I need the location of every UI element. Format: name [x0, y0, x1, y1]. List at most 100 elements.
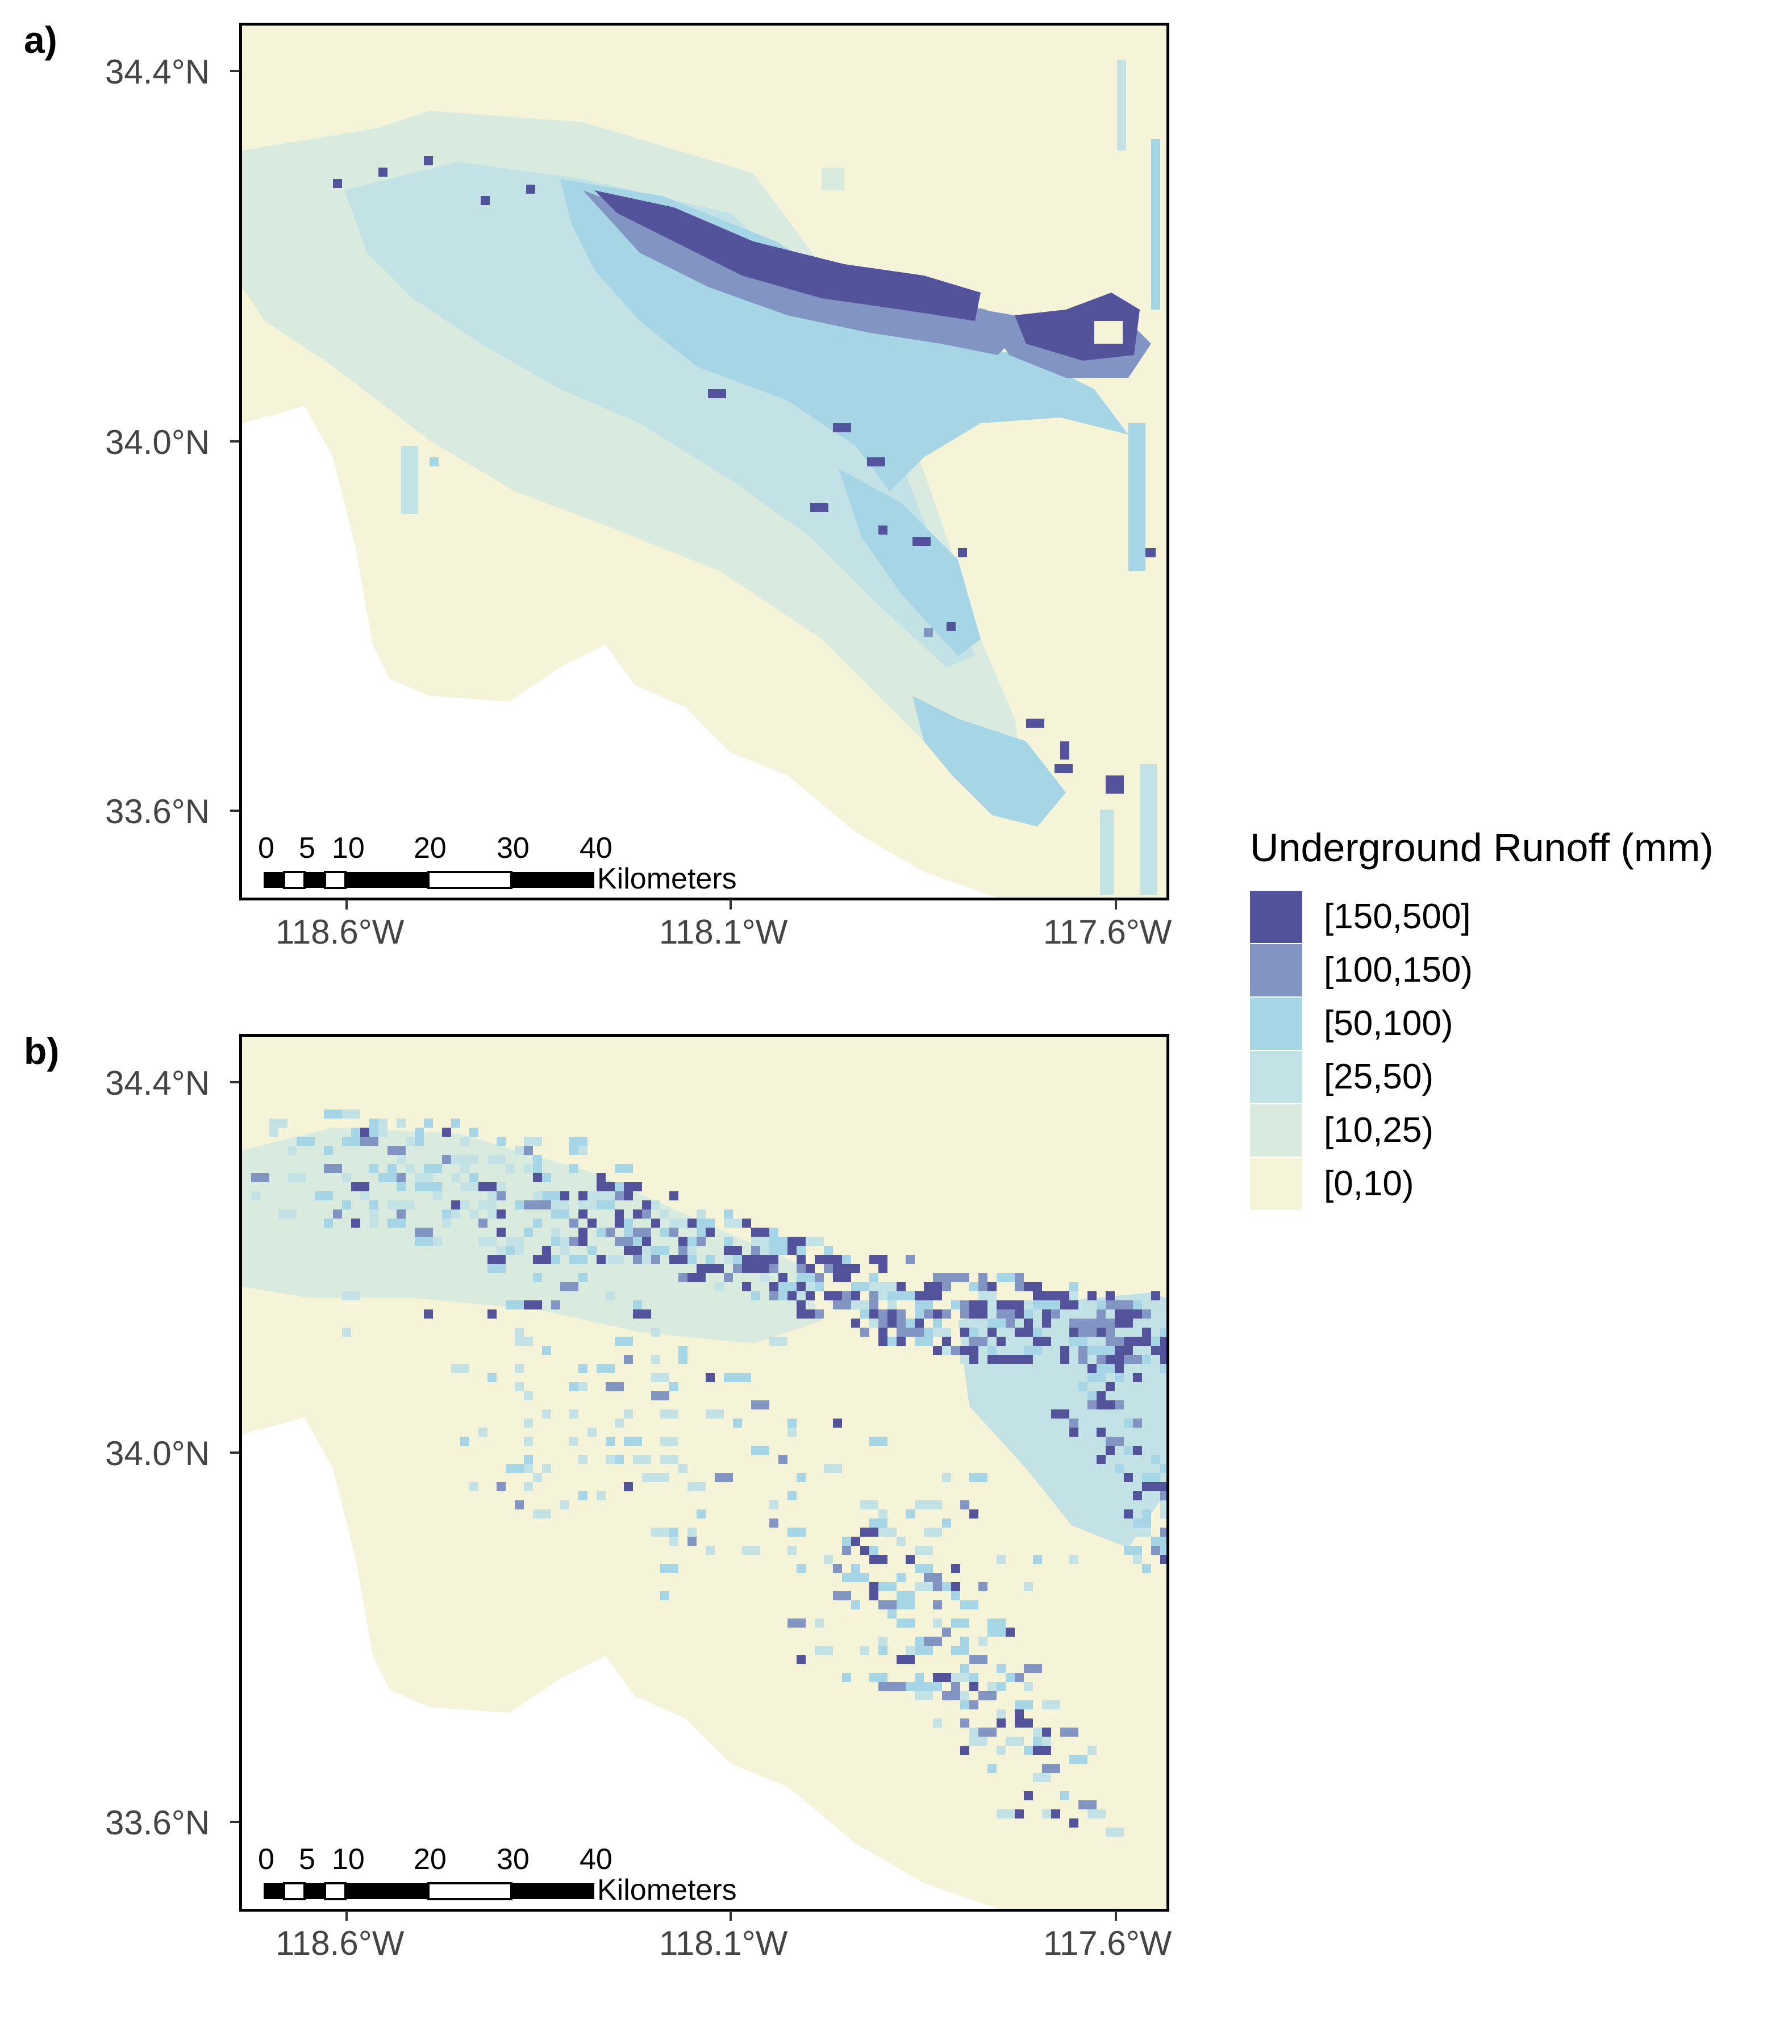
runoff-cell — [942, 1337, 951, 1346]
runoff-cell — [578, 1382, 587, 1391]
runoff-cell — [906, 1600, 915, 1609]
runoff-cell — [769, 1255, 778, 1264]
runoff-cell — [869, 1273, 878, 1282]
runoff-cell — [1006, 1309, 1015, 1319]
runoff-cell — [1087, 1364, 1097, 1373]
runoff-cell — [733, 1264, 742, 1273]
runoff-cell — [833, 1273, 851, 1282]
runoff-cell — [733, 1373, 751, 1382]
runoff-cell — [1106, 1437, 1124, 1446]
runoff-cell — [533, 1473, 542, 1482]
runoff-cell — [515, 1146, 524, 1155]
runoff-cell — [624, 1182, 642, 1191]
lon-tick-label-b-2: 117.6°W — [1043, 1924, 1172, 1962]
runoff-cell — [697, 1264, 715, 1273]
runoff-cell — [1160, 1555, 1166, 1564]
runoff-cell — [969, 1337, 987, 1346]
runoff-cell — [487, 1264, 506, 1273]
runoff-cell — [1042, 1809, 1051, 1818]
runoff-cell — [469, 1128, 478, 1137]
runoff-cell — [1115, 1346, 1133, 1355]
runoff-cell — [1078, 1355, 1087, 1364]
scalebar-num-a-4: 30 — [497, 832, 530, 865]
runoff-cell — [397, 1200, 406, 1209]
runoff-cell — [906, 1291, 915, 1300]
runoff-cell — [597, 1228, 606, 1237]
runoff-cell — [515, 1246, 524, 1255]
scalebar-num-b-1: 5 — [299, 1843, 315, 1876]
runoff-cell — [597, 1200, 615, 1209]
runoff-cell — [533, 1219, 542, 1228]
runoff-cell — [1151, 1546, 1160, 1555]
runoff-cell — [869, 1582, 878, 1591]
runoff-cell — [969, 1700, 978, 1709]
runoff-cell — [1097, 1391, 1106, 1400]
runoff-cell — [1024, 1664, 1042, 1673]
runoff-cell — [1097, 1328, 1106, 1337]
runoff-cell — [460, 1182, 469, 1191]
runoff-cell — [406, 1137, 415, 1146]
runoff-cell — [887, 1609, 897, 1618]
runoff-cell — [869, 1309, 878, 1319]
runoff-cell — [1142, 1328, 1151, 1337]
runoff-cell — [1033, 1291, 1051, 1300]
runoff-cell — [724, 1237, 733, 1246]
runoff-cell — [824, 1464, 842, 1473]
runoff-cell — [960, 1355, 969, 1364]
runoff-cell — [906, 1682, 924, 1691]
runoff-cell — [897, 1682, 906, 1691]
runoff-cell — [933, 1309, 942, 1319]
lat-tick-a-0 — [230, 70, 240, 72]
runoff-cell — [551, 1209, 569, 1219]
runoff-cell — [860, 1546, 869, 1555]
runoff-cell — [478, 1428, 487, 1437]
runoff-cell — [933, 1319, 942, 1328]
runoff-cell — [797, 1246, 806, 1255]
runoff-cell — [769, 1282, 778, 1291]
runoff-cell — [1160, 1482, 1166, 1491]
runoff-cell — [578, 1209, 587, 1219]
runoff-cell — [960, 1637, 969, 1646]
runoff-cell — [678, 1237, 687, 1246]
runoff-cell — [887, 1291, 906, 1300]
runoff-cell — [469, 1173, 478, 1182]
runoff-cell — [897, 1618, 915, 1628]
runoff-cell — [778, 1455, 787, 1464]
runoff-cell — [642, 1246, 651, 1255]
runoff-cell — [624, 1219, 633, 1228]
runoff-cell — [451, 1173, 460, 1182]
scalebar-num-b-3: 20 — [414, 1843, 447, 1876]
runoff-cell — [769, 1264, 778, 1273]
runoff-cell — [1024, 1309, 1033, 1319]
runoff-cell — [924, 1328, 933, 1337]
runoff-cell — [951, 1682, 960, 1691]
runoff-cell — [578, 1273, 587, 1282]
runoff-cell — [360, 1191, 369, 1200]
runoff-cell — [1115, 1373, 1124, 1382]
runoff-cell — [606, 1437, 615, 1446]
runoff-cell — [615, 1191, 624, 1200]
runoff-cell — [1051, 1809, 1060, 1818]
runoff-cell — [706, 1228, 715, 1237]
runoff-cell — [324, 1191, 333, 1200]
runoff-cell — [951, 1300, 960, 1309]
runoff-cell — [751, 1264, 769, 1273]
runoff-cell — [460, 1200, 469, 1209]
runoff-cell — [669, 1537, 678, 1546]
runoff-cell — [342, 1109, 360, 1119]
runoff-cell — [878, 1509, 887, 1519]
runoff-cell — [924, 1637, 942, 1646]
runoff-cell — [524, 1482, 533, 1491]
runoff-cell — [606, 1228, 615, 1237]
zone-25-50-a — [344, 162, 975, 668]
runoff-cell — [387, 1200, 397, 1209]
runoff-cell — [869, 1519, 887, 1528]
runoff-cell — [524, 1300, 542, 1309]
runoff-cell — [524, 1200, 533, 1209]
runoff-cell — [424, 1182, 442, 1191]
runoff-cell — [642, 1209, 651, 1219]
runoff-cell — [1142, 1509, 1151, 1519]
runoff-cell — [497, 1191, 506, 1200]
scalebar-num-a-1: 5 — [299, 832, 315, 865]
runoff-cell — [969, 1355, 978, 1364]
